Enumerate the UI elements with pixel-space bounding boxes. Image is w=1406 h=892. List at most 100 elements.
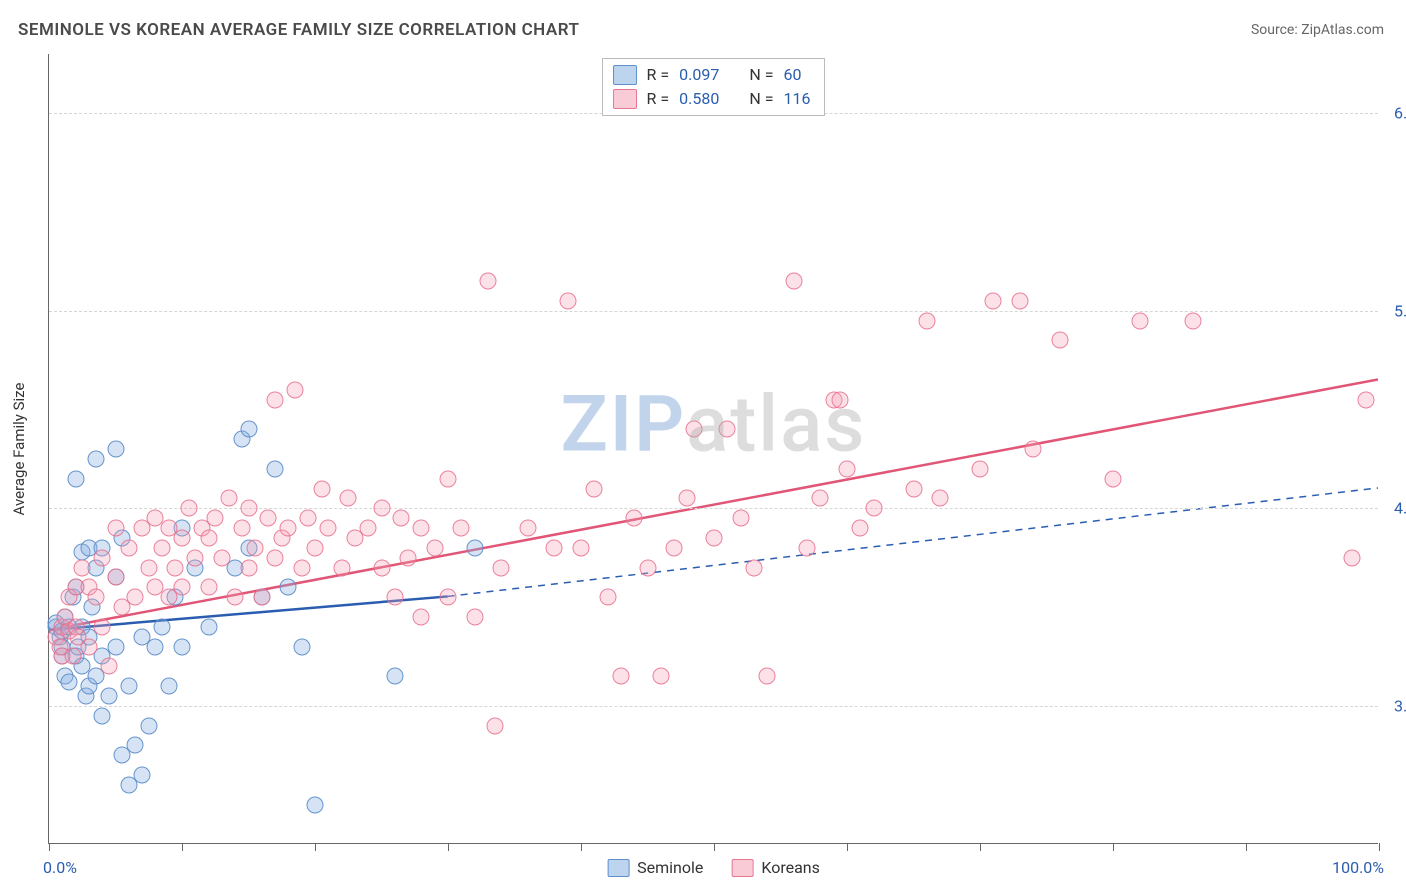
data-point bbox=[972, 460, 989, 477]
data-point bbox=[120, 678, 137, 695]
legend-item-a: Seminole bbox=[607, 858, 703, 877]
legend-series: Seminole Koreans bbox=[607, 858, 820, 877]
data-point bbox=[107, 569, 124, 586]
data-point bbox=[440, 470, 457, 487]
data-point bbox=[466, 539, 483, 556]
data-point bbox=[360, 520, 377, 537]
data-point bbox=[233, 520, 250, 537]
data-point bbox=[100, 658, 117, 675]
data-point bbox=[107, 441, 124, 458]
data-point bbox=[586, 480, 603, 497]
data-point bbox=[466, 608, 483, 625]
data-point bbox=[626, 510, 643, 527]
x-axis-max-label: 100.0% bbox=[1332, 858, 1384, 877]
data-point bbox=[546, 539, 563, 556]
data-point bbox=[140, 717, 157, 734]
data-point bbox=[154, 539, 171, 556]
data-point bbox=[293, 559, 310, 576]
legend-r-value-b: 0.580 bbox=[679, 87, 719, 111]
x-tick bbox=[714, 843, 715, 851]
data-point bbox=[267, 460, 284, 477]
legend-stats-row-a: R = 0.097 N = 60 bbox=[613, 63, 811, 87]
data-point bbox=[400, 549, 417, 566]
watermark-zip: ZIP bbox=[561, 379, 687, 470]
data-point bbox=[87, 589, 104, 606]
data-point bbox=[100, 687, 117, 704]
data-point bbox=[227, 589, 244, 606]
data-point bbox=[519, 520, 536, 537]
source-link[interactable]: ZipAtlas.com bbox=[1301, 22, 1384, 38]
data-point bbox=[267, 391, 284, 408]
data-point bbox=[340, 490, 357, 507]
data-point bbox=[666, 539, 683, 556]
data-point bbox=[686, 421, 703, 438]
data-point bbox=[307, 539, 324, 556]
data-point bbox=[167, 559, 184, 576]
data-point bbox=[134, 766, 151, 783]
data-point bbox=[94, 549, 111, 566]
data-point bbox=[413, 608, 430, 625]
data-point bbox=[812, 490, 829, 507]
data-point bbox=[67, 470, 84, 487]
data-point bbox=[679, 490, 696, 507]
data-point bbox=[639, 559, 656, 576]
y-tick-label: 6.00 bbox=[1384, 104, 1406, 123]
data-point bbox=[127, 737, 144, 754]
data-point bbox=[732, 510, 749, 527]
data-point bbox=[652, 668, 669, 685]
data-point bbox=[1344, 549, 1361, 566]
data-point bbox=[559, 292, 576, 309]
legend-stats: R = 0.097 N = 60 R = 0.580 N = 116 bbox=[602, 58, 826, 116]
gridline bbox=[49, 311, 1378, 312]
data-point bbox=[174, 579, 191, 596]
data-point bbox=[852, 520, 869, 537]
data-point bbox=[386, 668, 403, 685]
data-point bbox=[200, 529, 217, 546]
data-point bbox=[413, 520, 430, 537]
data-point bbox=[393, 510, 410, 527]
trendlines-layer bbox=[49, 54, 1378, 843]
legend-r-label-a: R = bbox=[647, 63, 670, 87]
data-point bbox=[599, 589, 616, 606]
x-tick bbox=[49, 843, 50, 851]
x-tick bbox=[581, 843, 582, 851]
data-point bbox=[373, 500, 390, 517]
data-point bbox=[426, 539, 443, 556]
legend-swatch-a bbox=[613, 65, 637, 85]
data-point bbox=[440, 589, 457, 606]
data-point bbox=[127, 589, 144, 606]
y-tick-label: 4.00 bbox=[1384, 499, 1406, 518]
data-point bbox=[1105, 470, 1122, 487]
legend-swatch-icon bbox=[607, 859, 629, 877]
data-point bbox=[280, 520, 297, 537]
data-point bbox=[373, 559, 390, 576]
data-point bbox=[287, 381, 304, 398]
y-axis-title: Average Family Size bbox=[10, 382, 28, 515]
data-point bbox=[932, 490, 949, 507]
y-tick-label: 3.00 bbox=[1384, 696, 1406, 715]
data-point bbox=[267, 549, 284, 566]
data-point bbox=[120, 539, 137, 556]
legend-item-b: Koreans bbox=[731, 858, 820, 877]
data-point bbox=[160, 678, 177, 695]
data-point bbox=[745, 559, 762, 576]
data-point bbox=[1131, 312, 1148, 329]
data-point bbox=[107, 520, 124, 537]
data-point bbox=[174, 529, 191, 546]
data-point bbox=[1025, 441, 1042, 458]
data-point bbox=[207, 510, 224, 527]
x-tick bbox=[1113, 843, 1114, 851]
data-point bbox=[1051, 332, 1068, 349]
data-point bbox=[799, 539, 816, 556]
data-point bbox=[240, 559, 257, 576]
data-point bbox=[64, 648, 81, 665]
data-point bbox=[486, 717, 503, 734]
x-tick bbox=[182, 843, 183, 851]
data-point bbox=[107, 638, 124, 655]
x-tick bbox=[980, 843, 981, 851]
x-tick bbox=[1246, 843, 1247, 851]
legend-r-value-a: 0.097 bbox=[679, 63, 719, 87]
data-point bbox=[905, 480, 922, 497]
data-point bbox=[80, 638, 97, 655]
data-point bbox=[147, 638, 164, 655]
